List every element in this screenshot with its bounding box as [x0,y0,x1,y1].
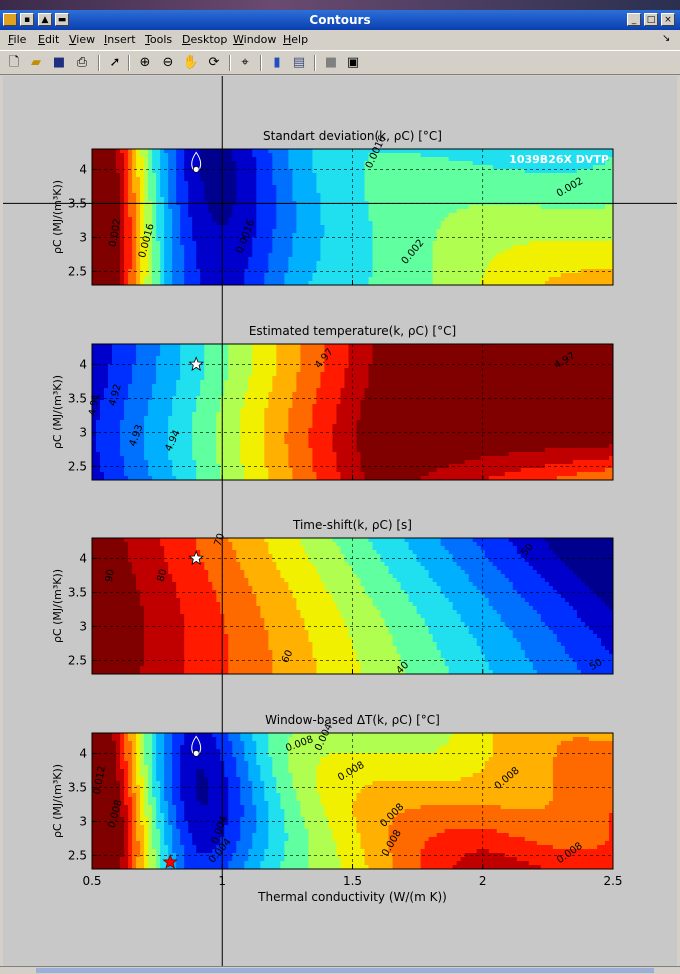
plot-title: Standart deviation(k, ρC) [°C] [263,129,442,143]
x-tick-label: 2 [479,874,487,888]
figure-canvas[interactable]: Standart deviation(k, ρC) [°C] 2.5 3 3.5 4 ρC… [3,76,677,966]
y-tick-label: 4 [79,357,87,371]
zoom-in-icon[interactable]: ⊕ [136,54,154,72]
contour-plot-1[interactable]: Standart deviation(k, ρC) [°C]2.533.54ρC… [51,129,614,286]
pan-icon[interactable]: ✋ [182,54,200,72]
optimum-marker [193,750,199,756]
menu-window[interactable]: Window [233,33,276,46]
y-tick-label: 3 [79,619,87,633]
dock-arrow-icon[interactable]: ↘ [662,33,670,44]
contour-figure: Standart deviation(k, ρC) [°C] 2.5 3 3.5 4 ρC… [3,76,677,966]
pointer-icon[interactable]: ➚ [106,54,124,72]
x-tick-label: 2.5 [603,874,622,888]
data-cursor-icon[interactable]: ⌖ [236,54,254,72]
x-axis-label: Thermal conductivity (W/(m K)) [257,890,447,904]
title-bar[interactable]: ▪ ▲ ▬ Contours _ □ × [0,10,680,30]
menu-edit[interactable]: Edit [38,33,59,46]
menu-help[interactable]: Help [283,33,308,46]
contour-plot-2[interactable]: Estimated temperature(k, ρC) [°C] 2.5 3 3.5… [51,324,614,481]
y-tick-label: 2.5 [68,459,87,473]
plot-title: Time-shift(k, ρC) [s] [292,518,412,532]
y-axis-label: ρC (MJ/(m³K)) [51,375,64,449]
menu-tools[interactable]: Tools [145,33,172,46]
menu-desktop[interactable]: Desktop [182,33,227,46]
y-tick-label: 2.5 [68,848,87,862]
y-tick-label: 3.5 [68,780,87,794]
open-file-icon[interactable]: ▰ [27,54,45,72]
y-tick-label: 4 [79,162,87,176]
menu-file[interactable]: File [8,33,26,46]
y-tick-label: 3.5 [68,391,87,405]
rotate-3d-icon[interactable]: ⟳ [205,54,223,72]
maximize-button[interactable]: □ [644,13,658,26]
zoom-out-icon[interactable]: ⊖ [159,54,177,72]
new-figure-icon[interactable]: 🗋 [5,54,23,72]
toolbar-separator [128,55,130,71]
save-icon[interactable]: ■ [50,54,68,72]
y-tick-label: 3.5 [68,585,87,599]
y-tick-label: 3 [79,425,87,439]
site-tag: 1039B26X DVTP [509,153,609,166]
toolbar-separator [260,55,262,71]
y-axis-label: ρC (MJ/(m³K)) [51,764,64,838]
window-title: Contours [0,13,680,27]
close-button[interactable]: × [661,13,675,26]
x-tick-label: 1.5 [343,874,362,888]
y-tick-label: 2.5 [68,653,87,667]
toolbar: 🗋 ▰ ■ ⎙ ➚ ⊕ ⊖ ✋ ⟳ ⌖ ▮ ▤ ■ ▣ [0,50,680,75]
y-axis-label: ρC (MJ/(m³K)) [51,569,64,643]
legend-icon[interactable]: ▤ [290,54,308,72]
colorbar-icon[interactable]: ▮ [268,54,286,72]
plot-title: Window-based ΔT(k, ρC) [°C] [265,713,440,727]
y-tick-label: 4 [79,551,87,565]
scrollbar-thumb[interactable] [36,968,654,973]
toolbar-separator [314,55,316,71]
show-plot-tools-icon[interactable]: ▣ [344,54,362,72]
x-tick-label: 0.5 [82,874,101,888]
y-axis-label: ρC (MJ/(m³K)) [51,180,64,254]
hide-plot-tools-icon[interactable]: ■ [322,54,340,72]
optimum-marker [193,166,199,172]
contour-level-label: 90 [104,568,117,582]
contour-plot-3[interactable]: Time-shift(k, ρC) [s] 2.5 3 3.5 4 ρC (MJ/(m³K… [51,518,614,677]
toolbar-separator [229,55,231,71]
y-tick-label: 3 [79,230,87,244]
plot-title: Estimated temperature(k, ρC) [°C] [249,324,456,338]
toolbar-separator [98,55,100,71]
minimize-button[interactable]: _ [627,13,641,26]
y-tick-label: 4 [79,746,87,760]
desktop-strip [0,0,680,10]
y-tick-label: 2.5 [68,264,87,278]
print-icon[interactable]: ⎙ [73,54,91,72]
y-tick-label: 3 [79,814,87,828]
menu-view[interactable]: View [69,33,95,46]
menu-insert[interactable]: Insert [104,33,136,46]
menu-bar: File Edit View Insert Tools Desktop Wind… [0,30,680,49]
contour-plot-4[interactable]: Window-based ΔT(k, ρC) [°C] 2.5 3 3.5 4 ρC (M… [51,713,623,888]
